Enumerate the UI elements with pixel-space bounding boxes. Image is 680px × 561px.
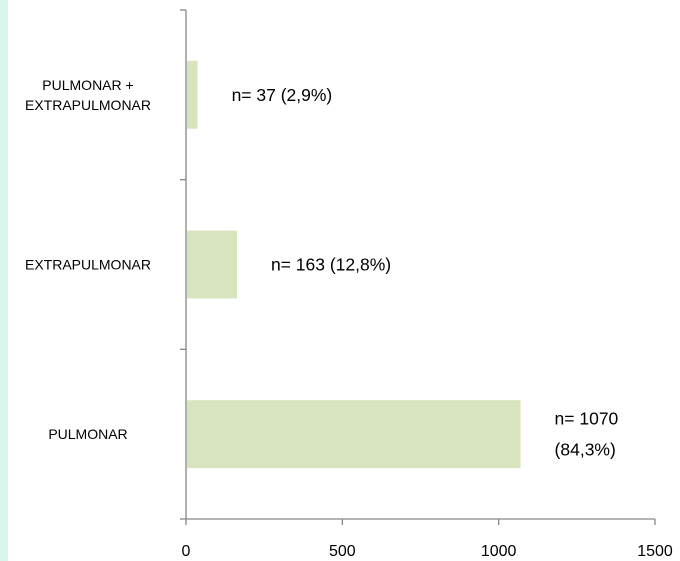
bar xyxy=(187,230,237,299)
category-label: PULMONAR xyxy=(48,426,127,442)
left-accent-strip xyxy=(0,0,8,561)
category-label: EXTRAPULMONAR xyxy=(25,257,151,273)
data-label: n= 37 (2,9%) xyxy=(232,85,333,105)
bar xyxy=(187,400,521,469)
x-tick-label: 0 xyxy=(182,543,191,560)
data-label: n= 163 (12,8%) xyxy=(271,255,391,275)
category-label: PULMONAR + xyxy=(42,77,133,93)
bar xyxy=(187,60,198,129)
x-tick-label: 1500 xyxy=(637,543,673,560)
data-label: n= 1070 xyxy=(555,409,619,429)
data-label: (84,3%) xyxy=(555,440,616,460)
category-label: EXTRAPULMONAR xyxy=(25,97,151,113)
x-tick-label: 1000 xyxy=(481,543,517,560)
x-tick-label: 500 xyxy=(329,543,356,560)
